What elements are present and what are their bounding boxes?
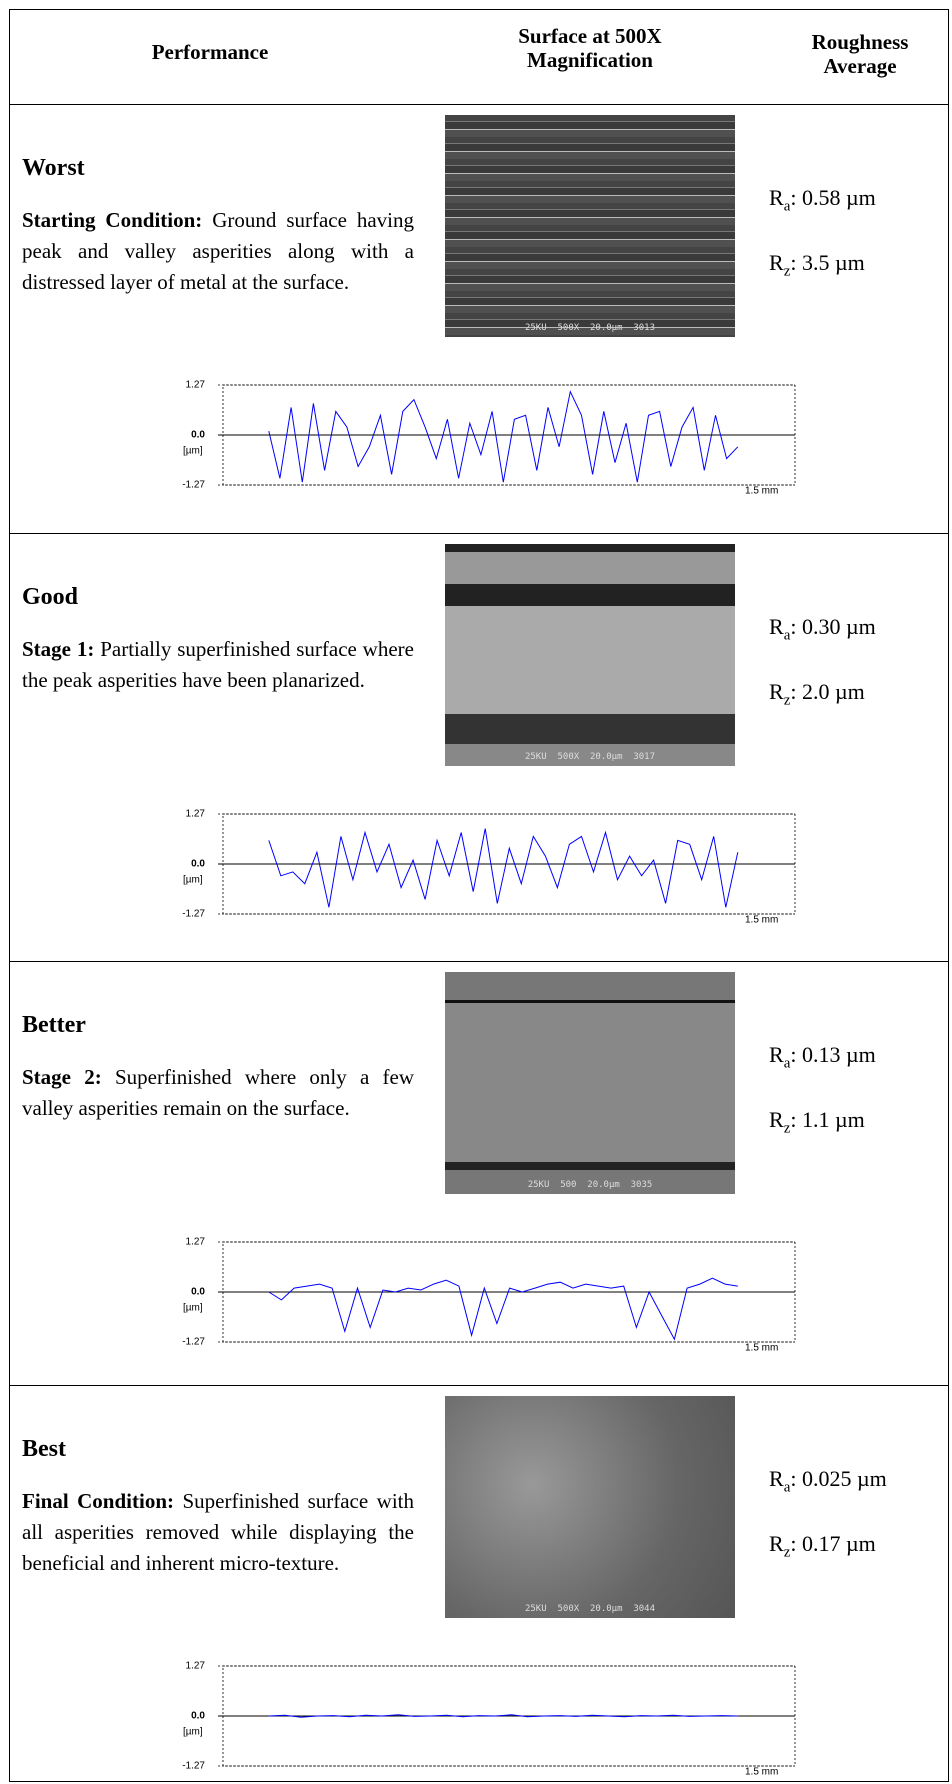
roughness-symbol: R	[769, 679, 784, 704]
description: Stage 2: Superfinished where only a few …	[22, 1062, 414, 1124]
roughness-symbol: R	[769, 250, 784, 275]
roughness-subscript: a	[783, 1055, 791, 1072]
performance-title: Worst	[22, 155, 85, 181]
roughness-number: : 0.17 µm	[790, 1531, 876, 1556]
description-text: Ground surface having peak and valley as…	[22, 208, 415, 294]
y-tick-label: -1.27	[182, 909, 205, 920]
roughness-value: Ra: 0.13 µm	[769, 1042, 876, 1072]
description: Starting Condition: Ground surface havin…	[22, 205, 414, 298]
roughness-value: Rz: 0.17 µm	[769, 1531, 876, 1561]
description-lead: Final Condition:	[22, 1489, 174, 1513]
roughness-subscript: z	[783, 692, 791, 709]
roughness-value: Rz: 1.1 µm	[769, 1107, 865, 1137]
profile-line	[268, 1277, 738, 1341]
roughness-subscript: a	[783, 627, 791, 644]
table-frame	[9, 9, 949, 1782]
profile-line	[268, 390, 739, 483]
roughness-number: : 0.025 µm	[790, 1466, 887, 1491]
profile-line	[268, 828, 739, 908]
column-header: Roughness Average	[811, 30, 909, 78]
y-tick-label: -1.27	[182, 1337, 205, 1348]
table-row: Best Final Condition: Superfinished surfa…	[9, 1385, 949, 1783]
y-tick-label: 1.27	[186, 1661, 206, 1672]
roughness-subscript: z	[783, 1544, 791, 1561]
profile-chart: 1.27 0.0 -1.27 [µm] 1.5 mm	[182, 1661, 796, 1776]
performance-title: Good	[22, 584, 79, 610]
description-lead: Starting Condition:	[22, 208, 203, 232]
roughness-number: : 0.58 µm	[790, 185, 876, 210]
micrograph-label: 25KU 500X 20.0µm 3017	[524, 752, 656, 762]
table-row: Better Stage 2: Superfinished where only …	[9, 961, 949, 1385]
profile-chart: 1.27 0.0 -1.27 [µm] 1.5 mm	[182, 380, 796, 495]
y-tick-label: 0.0	[191, 1287, 205, 1298]
performance-title: Better	[22, 1012, 86, 1038]
y-axis-label: [µm]	[183, 1303, 203, 1314]
roughness-subscript: z	[783, 1120, 791, 1137]
y-tick-label: 0.0	[191, 859, 205, 870]
roughness-symbol: R	[769, 1466, 784, 1491]
roughness-subscript: z	[783, 263, 791, 280]
y-axis-label: [µm]	[183, 1727, 203, 1738]
micrograph: 25KU 500 20.0µm 3035	[445, 972, 735, 1194]
roughness-number: : 2.0 µm	[790, 679, 865, 704]
roughness-value: Ra: 0.58 µm	[769, 185, 876, 215]
x-axis-label: 1.5 mm	[745, 1767, 778, 1776]
micrograph-label: 25KU 500 20.0µm 3035	[527, 1180, 653, 1190]
profile-chart: 1.27 0.0 -1.27 [µm] 1.5 mm	[182, 1237, 796, 1352]
roughness-subscript: a	[783, 1479, 791, 1496]
y-tick-label: 1.27	[186, 809, 206, 820]
column-header: Surface at 500X Magnification	[518, 24, 662, 72]
roughness-symbol: R	[769, 1042, 784, 1067]
profile-line	[268, 1714, 738, 1718]
y-tick-label: -1.27	[182, 1761, 205, 1772]
description-text: Partially superfinished surface where th…	[22, 637, 414, 692]
roughness-subscript: a	[783, 198, 791, 215]
roughness-value: Rz: 2.0 µm	[769, 679, 865, 709]
roughness-number: : 0.13 µm	[790, 1042, 876, 1067]
roughness-symbol: R	[769, 185, 784, 210]
micrograph: 25KU 500X 20.0µm 3044	[445, 1396, 735, 1618]
micrograph: 25KU 500X 20.0µm 3013	[445, 115, 735, 337]
roughness-value: Ra: 0.30 µm	[769, 614, 876, 644]
x-axis-label: 1.5 mm	[745, 1343, 778, 1352]
performance-title: Best	[22, 1436, 66, 1462]
roughness-value: Ra: 0.025 µm	[769, 1466, 887, 1496]
y-tick-label: 0.0	[191, 430, 205, 441]
y-tick-label: -1.27	[182, 480, 205, 491]
description: Final Condition: Superfinished surface w…	[22, 1486, 414, 1579]
y-axis-label: [µm]	[183, 446, 203, 457]
micrograph: 25KU 500X 20.0µm 3017	[445, 544, 735, 766]
description-text: Superfinished where only a few valley as…	[22, 1065, 414, 1120]
description-text: Superfinished surface with all asperitie…	[22, 1489, 414, 1575]
roughness-symbol: R	[769, 1107, 784, 1132]
roughness-number: : 3.5 µm	[790, 250, 865, 275]
description: Stage 1: Partially superfinished surface…	[22, 634, 414, 696]
description-lead: Stage 2:	[22, 1065, 102, 1089]
table-row: Good Stage 1: Partially superfinished sur…	[9, 533, 949, 961]
roughness-symbol: R	[769, 1531, 784, 1556]
y-tick-label: 0.0	[191, 1711, 205, 1722]
column-header: Performance	[151, 40, 269, 64]
roughness-number: : 0.30 µm	[790, 614, 876, 639]
x-axis-label: 1.5 mm	[745, 915, 778, 924]
y-tick-label: 1.27	[186, 380, 206, 391]
y-axis-label: [µm]	[183, 875, 203, 886]
table-row: Worst Starting Condition: Ground surface …	[9, 104, 949, 533]
roughness-symbol: R	[769, 614, 784, 639]
roughness-number: : 1.1 µm	[790, 1107, 865, 1132]
description-lead: Stage 1:	[22, 637, 95, 661]
roughness-value: Rz: 3.5 µm	[769, 250, 865, 280]
profile-chart: 1.27 0.0 -1.27 [µm] 1.5 mm	[182, 809, 796, 924]
y-tick-label: 1.27	[186, 1237, 206, 1248]
micrograph-label: 25KU 500X 20.0µm 3044	[524, 1604, 656, 1614]
x-axis-label: 1.5 mm	[745, 486, 778, 495]
micrograph-label: 25KU 500X 20.0µm 3013	[524, 323, 656, 333]
